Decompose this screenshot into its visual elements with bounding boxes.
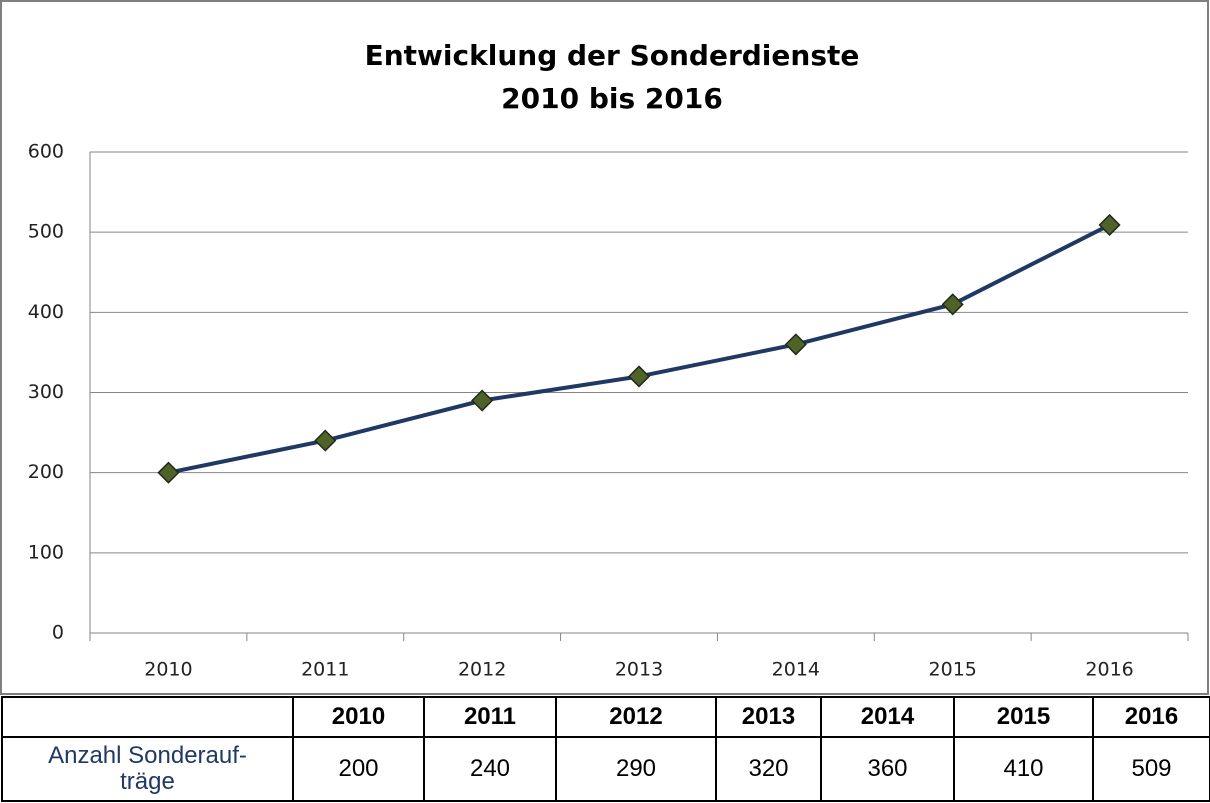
value-cell: 200 [292,736,425,802]
marker [471,389,494,412]
x-tick-label: 2014 [772,659,820,681]
y-tick-label: 300 [28,381,64,403]
marker [314,429,337,452]
x-tick-label: 2015 [929,659,977,681]
chart-title: Entwicklung der Sonderdienste [365,39,860,72]
value-cell: 240 [423,736,557,802]
header-cell: 2016 [1092,696,1210,738]
header-cell: 2012 [555,696,717,738]
y-tick-label: 500 [28,221,64,243]
marker [157,461,180,484]
x-tick-label: 2011 [301,659,349,681]
header-cell: 2011 [423,696,557,738]
x-tick-label: 2013 [615,659,663,681]
value-cell: 290 [555,736,717,802]
chart-subtitle: 2010 bis 2016 [501,82,723,115]
header-cell: 2010 [292,696,425,738]
y-tick-label: 100 [28,541,64,563]
marker [1098,213,1121,237]
chart: Entwicklung der Sonderdienste 2010 bis 2… [0,0,1209,695]
data-table: 2010 2011 2012 2013 2014 2015 2016 Anzahl Sond… [1,696,1210,802]
header-cell: 2015 [953,696,1094,738]
x-tick-label: 2016 [1085,659,1133,681]
header-cell: 2014 [820,696,955,738]
y-tick-label: 0 [52,622,64,644]
marker [627,365,651,388]
value-row: Anzahl Sonderauf- träge 200 240 290 320 360 41… [1,736,1210,802]
value-cell: 410 [953,736,1094,802]
marker [941,293,964,316]
chart-frame [0,0,1209,695]
row-label: Anzahl Sonderauf- träge [1,736,294,802]
marker [784,333,807,356]
value-cell: 320 [715,736,822,802]
y-tick-label: 400 [28,301,64,323]
y-tick-label: 200 [28,461,64,483]
y-tick-label: 600 [28,141,64,163]
x-tick-label: 2012 [458,659,506,681]
value-cell: 509 [1092,736,1210,802]
header-row: 2010 2011 2012 2013 2014 2015 2016 [1,696,1210,738]
corner-cell [1,696,294,738]
value-cell: 360 [820,736,955,802]
header-cell: 2013 [715,696,822,738]
x-tick-label: 2010 [144,659,192,681]
